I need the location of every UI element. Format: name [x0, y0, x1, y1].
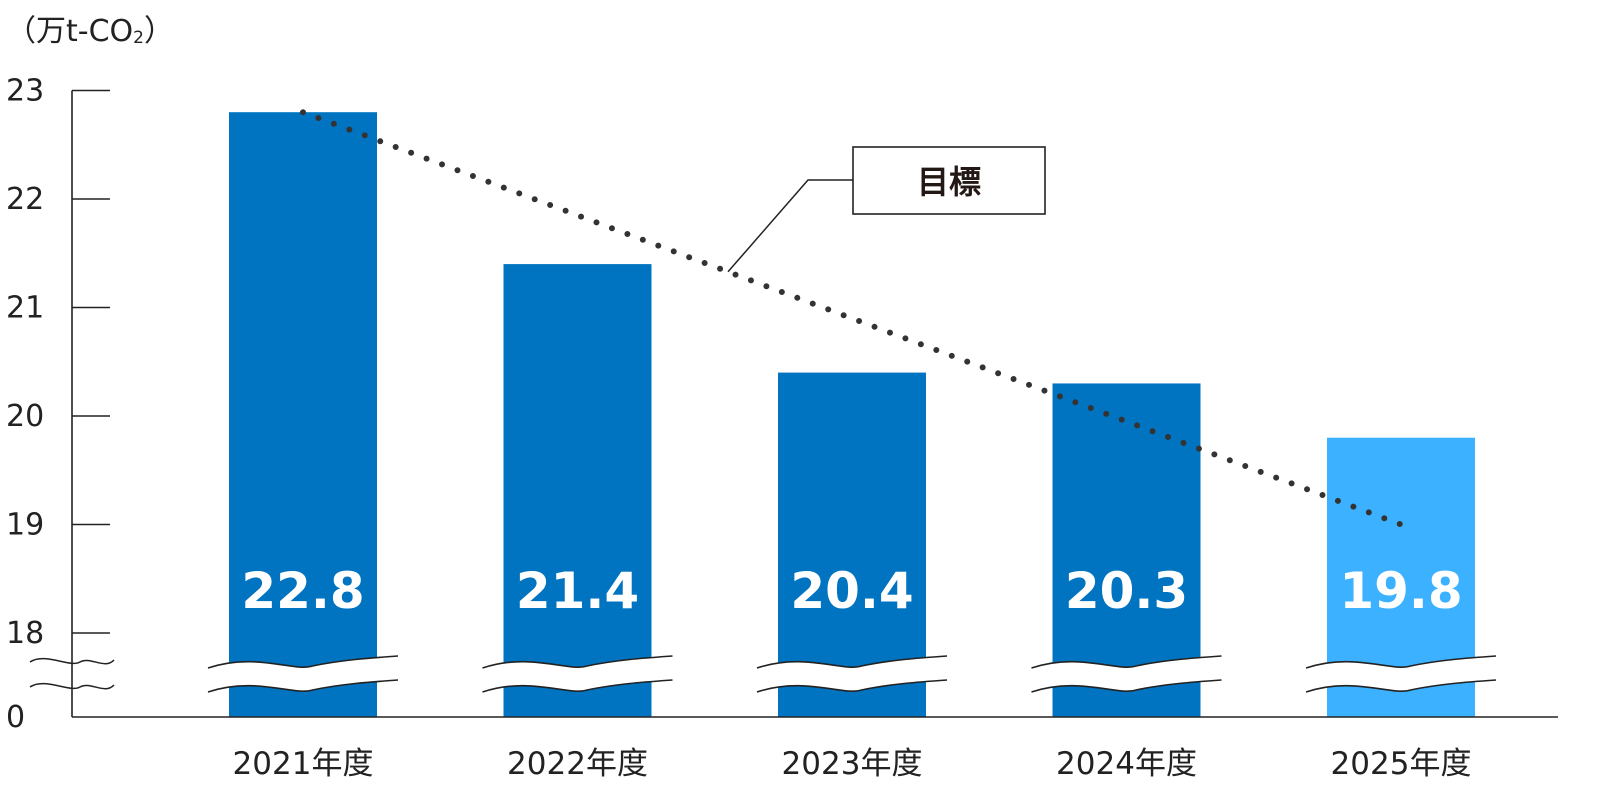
- bar-break-line: [756, 655, 948, 669]
- bar-break-line: [482, 655, 673, 669]
- bar-break-line: [207, 679, 399, 693]
- bars: 22.8 21.4 20.4 20.3 19.8: [229, 112, 1475, 717]
- y-tick-label: 23: [6, 74, 44, 109]
- target-leader-line: [727, 179, 855, 273]
- bar-2021年度: [229, 112, 377, 717]
- bar-value-label: 21.4: [516, 562, 639, 620]
- bar-break-line: [482, 679, 673, 693]
- y-tick-label: 22: [6, 182, 44, 217]
- target-line: 目標: [300, 109, 1404, 528]
- target-dotted-line: [300, 109, 1404, 528]
- y-tick-label: 20: [6, 399, 44, 434]
- bar-break-line: [756, 679, 948, 693]
- bar-break-gap: [482, 656, 673, 692]
- x-tick-label: 2025年度: [1331, 746, 1472, 782]
- y-axis: 0 18 19 20 21 22 23: [6, 74, 115, 735]
- bar-break-gap: [208, 656, 398, 692]
- x-tick-label: 2024年度: [1056, 746, 1197, 782]
- bar-value-label: 20.4: [790, 562, 913, 620]
- y-axis-break-mark: [29, 657, 115, 665]
- bar-value-label: 19.8: [1339, 562, 1462, 620]
- bar-break-line: [1031, 655, 1222, 669]
- bar-2022年度: [503, 264, 652, 717]
- bar-break-line: [1031, 679, 1222, 693]
- bar-break-gap: [757, 656, 947, 692]
- y-tick-label: 21: [6, 291, 44, 326]
- axis-break-marks: [207, 655, 1497, 693]
- x-tick-label: 2023年度: [782, 746, 923, 782]
- x-tick-label: 2022年度: [507, 746, 648, 782]
- x-tick-label: 2021年度: [233, 746, 374, 782]
- bar-break-line: [207, 655, 399, 669]
- target-label: 目標: [917, 163, 981, 201]
- bar-break-line: [1305, 679, 1497, 693]
- bar-break-gap: [1306, 656, 1496, 692]
- bar-value-label: 22.8: [241, 562, 364, 620]
- y-axis-break-mark: [29, 682, 115, 690]
- bar-value-label: 20.3: [1065, 562, 1188, 620]
- y-tick-label: 18: [6, 616, 44, 651]
- x-axis: 2021年度 2022年度 2023年度 2024年度 2025年度: [72, 716, 1558, 782]
- bar-break-gap: [1031, 656, 1222, 692]
- y-axis-unit-label: （万t-CO2）: [6, 14, 174, 49]
- y-tick-label: 19: [6, 508, 44, 543]
- y-tick-label: 0: [6, 700, 25, 735]
- target-label-box: [852, 146, 1046, 215]
- bar-break-line: [1305, 655, 1497, 669]
